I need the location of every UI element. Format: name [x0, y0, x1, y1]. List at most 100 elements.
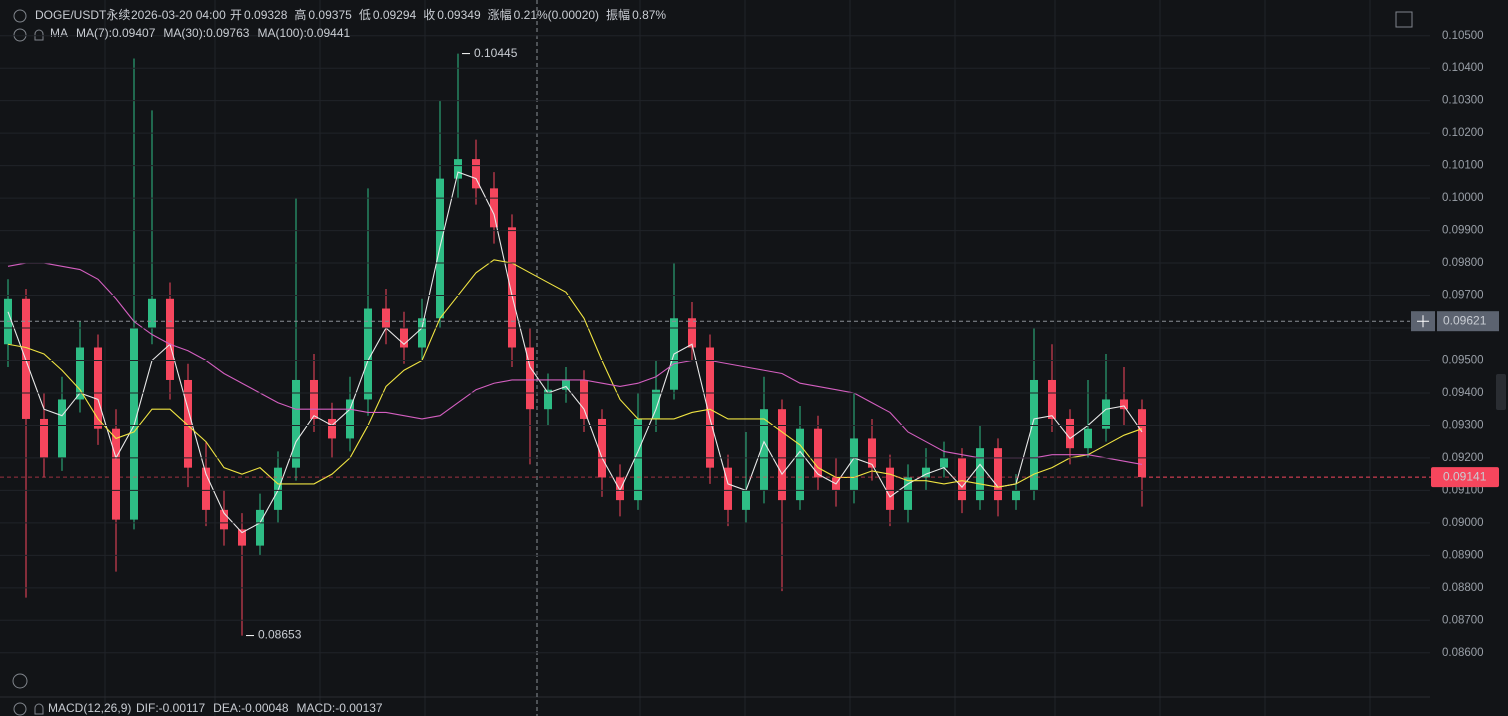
y-tick-label: 0.09200: [1442, 452, 1484, 464]
candle-body: [400, 328, 408, 348]
collapse-icon[interactable]: [13, 702, 27, 716]
y-tick-label: 0.09900: [1442, 225, 1484, 237]
y-tick-label: 0.10400: [1442, 62, 1484, 74]
candle-body: [868, 438, 876, 468]
candle-body: [1012, 490, 1020, 501]
y-tick-label: 0.10000: [1442, 192, 1484, 204]
candle-body: [778, 409, 786, 501]
candle-body: [814, 428, 822, 478]
candle-body: [1138, 409, 1146, 478]
fullscreen-icon[interactable]: [1395, 11, 1413, 28]
collapse-icon[interactable]: [13, 28, 27, 42]
symbol: DOGE/USDT永续: [35, 8, 130, 22]
side-handle[interactable]: [1496, 374, 1506, 410]
y-tick-label: 0.09400: [1442, 387, 1484, 399]
y-tick-label: 0.09700: [1442, 290, 1484, 302]
crosshair-tag: [1437, 311, 1499, 332]
legend-label: 低: [359, 8, 371, 22]
candle-body: [40, 418, 48, 458]
candle-body: [364, 308, 372, 400]
candle-body: [886, 467, 894, 510]
ma-legend: MA(7):0.09407: [76, 26, 156, 40]
candle-body: [616, 477, 624, 501]
legend-label: 收: [423, 8, 435, 22]
candle-body: [1102, 399, 1110, 429]
candle-body: [1084, 428, 1092, 449]
candle-body: [850, 438, 858, 491]
legend-label: 振幅: [606, 7, 630, 22]
candle-body: [148, 298, 156, 329]
candle-body: [796, 428, 804, 501]
candle-body: [112, 428, 120, 520]
alert-icon[interactable]: [34, 29, 44, 41]
candle-body: [760, 409, 768, 491]
y-tick-label: 0.09300: [1442, 419, 1484, 431]
y-tick-label: 0.09100: [1442, 484, 1484, 496]
legend-value: 0.87%: [632, 8, 666, 22]
last-price: 0.09141: [1443, 469, 1487, 483]
candle-body: [940, 457, 948, 468]
candle-body: [976, 448, 984, 501]
alert-icon[interactable]: [34, 703, 44, 715]
candle-body: [994, 448, 1002, 501]
ma-label: MA: [50, 26, 68, 40]
candle-body: [22, 298, 30, 419]
macd-legend: DEA:-0.00048: [213, 701, 289, 715]
candle-body: [454, 159, 462, 179]
candle-body: [508, 227, 516, 348]
candle-body: [382, 308, 390, 329]
ma-legend: MA(100):0.09441: [257, 26, 350, 40]
candle-body: [256, 509, 264, 546]
macd-legend: DIF:-0.00117: [136, 701, 205, 715]
candle-body: [526, 347, 534, 410]
candle-body: [292, 379, 300, 468]
legend-label: 开: [230, 8, 242, 22]
candle-body: [220, 509, 228, 530]
y-tick-label: 0.09800: [1442, 257, 1484, 269]
y-tick-label: 0.10500: [1442, 30, 1484, 42]
legend-value: 0.09349: [437, 8, 481, 22]
candle-body: [1048, 379, 1056, 419]
y-tick-label: 0.09000: [1442, 517, 1484, 529]
candle-body: [238, 529, 246, 546]
candle-body: [202, 467, 210, 510]
ma-line: [7, 262, 1143, 465]
candle-body: [652, 389, 660, 419]
candle-body: [688, 318, 696, 348]
ma-legend: MA(30):0.09763: [163, 26, 249, 40]
settings-icon[interactable]: [12, 673, 28, 689]
candle-body: [310, 379, 318, 419]
crosshair-price: 0.09621: [1443, 313, 1487, 327]
y-tick-label: 0.10200: [1442, 127, 1484, 139]
candle-body: [958, 457, 966, 501]
y-tick-label: 0.10100: [1442, 160, 1484, 172]
candle-body: [742, 490, 750, 510]
candle-body: [328, 418, 336, 439]
candle-body: [274, 467, 282, 510]
candle-body: [58, 399, 66, 458]
y-tick-label: 0.08900: [1442, 549, 1484, 561]
y-tick-label: 0.08600: [1442, 647, 1484, 659]
candle-body: [184, 379, 192, 468]
legend-value: 0.09375: [308, 8, 352, 22]
ma-line: [7, 259, 1143, 488]
candle-body: [490, 188, 498, 228]
candle-body: [76, 347, 84, 400]
candle-body: [634, 418, 642, 501]
candle-body: [94, 347, 102, 429]
candle-body: [904, 477, 912, 510]
high-marker: 0.10445: [474, 46, 518, 60]
candle-body: [1030, 379, 1038, 491]
candle-body: [544, 389, 552, 410]
low-marker: 0.08653: [258, 628, 302, 642]
macd-legend: MACD:-0.00137: [297, 701, 383, 715]
last-price-tag: [1431, 467, 1499, 488]
candle-body: [472, 159, 480, 189]
collapse-icon[interactable]: [13, 9, 27, 23]
candle-body: [706, 347, 714, 468]
y-tick-label: 0.10300: [1442, 95, 1484, 107]
candle-body: [580, 379, 588, 419]
candle-body: [346, 399, 354, 439]
candle-body: [1120, 399, 1128, 410]
